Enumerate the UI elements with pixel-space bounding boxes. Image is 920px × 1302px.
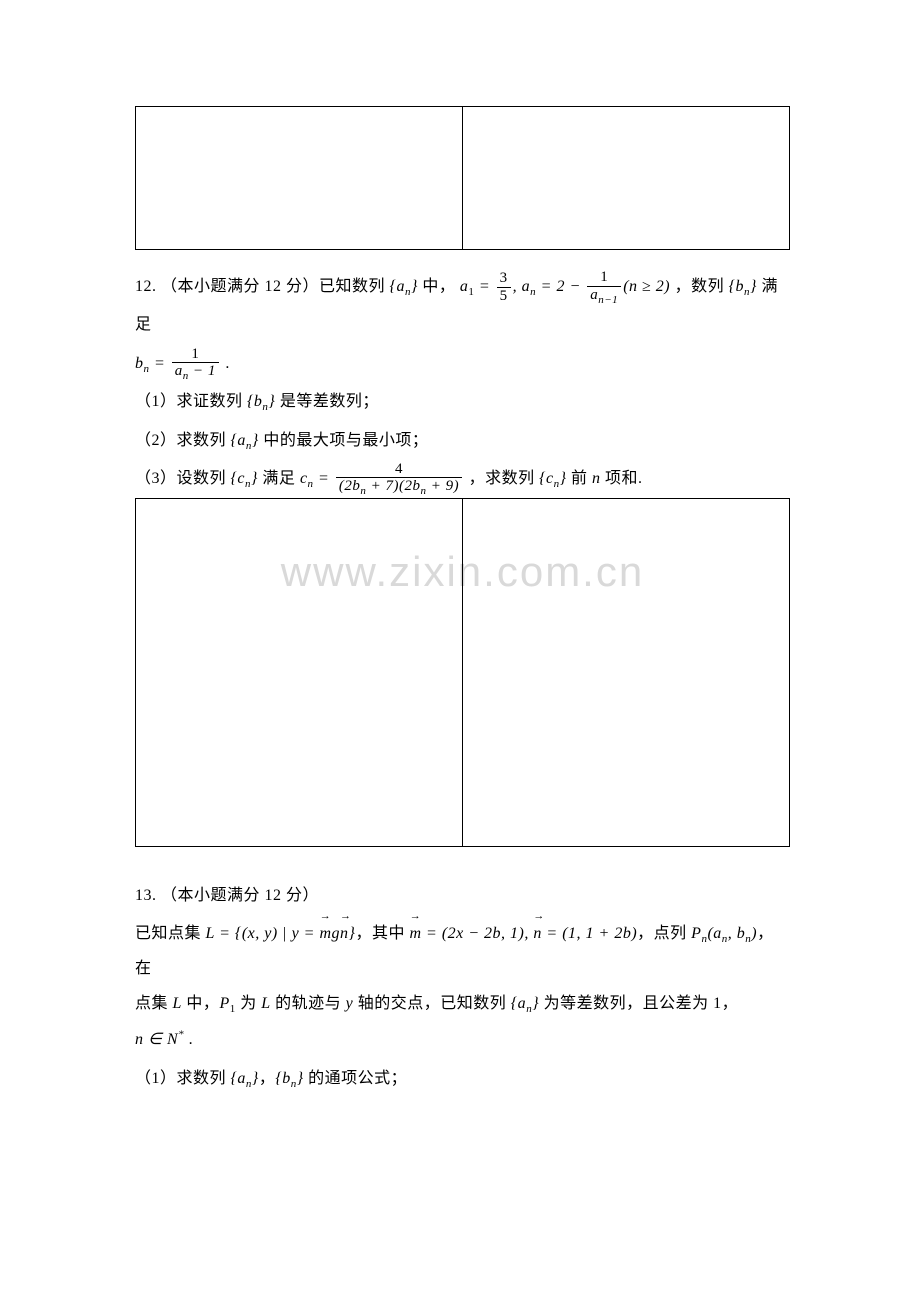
- p12-q3: （3）设数列 {cn} 满足 cn = 4(2bn + 7)(2bn + 9) …: [135, 460, 790, 498]
- p12-mid1: 中，: [422, 278, 455, 295]
- answer-cell-left: [136, 107, 463, 250]
- p13-line2: 点集 L 中，P1 为 L 的轨迹与 y 轴的交点，已知数列 {an} 为等差数…: [135, 986, 790, 1021]
- p12-stem: 12. （本小题满分 12 分）已知数列 {an} 中， a1 = 35, an…: [135, 268, 790, 345]
- p12-mid2: ，数列: [675, 278, 725, 295]
- answer-table-top: [135, 106, 790, 250]
- answer-cell-p12-right: [463, 499, 790, 847]
- p12-bn: bn = 1an − 1 .: [135, 345, 790, 383]
- p13-line3: n ∈ N* .: [135, 1021, 790, 1059]
- answer-cell-right: [463, 107, 790, 250]
- p13-number: 13.: [135, 887, 161, 904]
- frac1-num: 3: [497, 270, 511, 288]
- answer-table-p12: [135, 498, 790, 847]
- frac1-den: 5: [497, 288, 511, 305]
- q3-num: 4: [336, 461, 462, 479]
- p12-number: 12.: [135, 278, 161, 295]
- p13-header: 13. （本小题满分 12 分）: [135, 877, 790, 915]
- bn-tail: .: [221, 355, 230, 372]
- frac2-num: 1: [587, 269, 621, 287]
- p13-q1: （1）求数列 {an}，{bn} 的通项公式；: [135, 1060, 790, 1098]
- bn-num: 1: [172, 346, 219, 364]
- p13-line1: 已知点集 L = {(x, y) | y = mgn}，其中 m = (2x −…: [135, 916, 790, 986]
- p12-score: （本小题满分 12 分）: [161, 278, 319, 295]
- answer-cell-p12-left: [136, 499, 463, 847]
- p13-score: （本小题满分 12 分）: [161, 887, 319, 904]
- p12-q1: （1）求证数列 {bn} 是等差数列；: [135, 383, 790, 421]
- p12-q2: （2）求数列 {an} 中的最大项与最小项；: [135, 422, 790, 460]
- p12-pre: 已知数列: [319, 278, 385, 295]
